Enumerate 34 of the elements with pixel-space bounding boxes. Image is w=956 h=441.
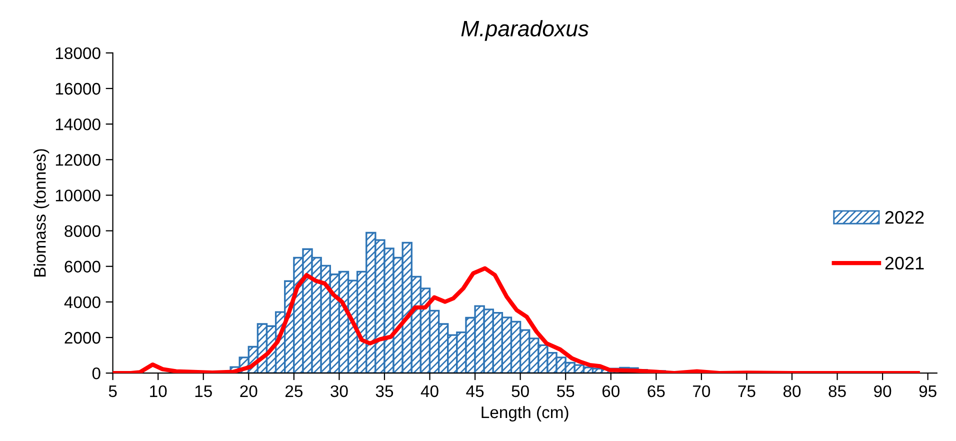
y-tick-label: 10000: [56, 190, 100, 202]
y-tick-label: 16000: [56, 82, 100, 95]
legend-label: 2022: [885, 211, 924, 224]
legend-label: 2021: [885, 256, 924, 270]
x-tick-label: 80: [783, 385, 801, 398]
x-tick-label: 20: [240, 385, 258, 398]
y-axis-title: Biomass (tonnes): [34, 149, 50, 276]
y-tick-label: 4000: [64, 296, 100, 308]
y-tick-label: 2000: [64, 332, 100, 344]
x-tick-label: 50: [512, 385, 529, 398]
y-tick-label: 18000: [56, 47, 100, 60]
x-axis-title: Length (cm): [482, 406, 568, 422]
x-tick-label: 40: [420, 385, 438, 398]
x-tick-label: 15: [195, 386, 212, 398]
y-tick-label: 14000: [56, 118, 100, 130]
x-tick-label: 95: [919, 385, 936, 398]
x-tick-label: 30: [330, 385, 348, 398]
x-tick-label: 35: [376, 385, 394, 398]
y-tick-label: 0: [92, 367, 100, 380]
y-tick-label: 12000: [56, 154, 100, 166]
x-tick-label: 70: [693, 385, 710, 398]
x-tick-label: 85: [828, 385, 846, 398]
y-tick-label: 6000: [64, 260, 100, 273]
y-tick-label: 8000: [64, 225, 100, 237]
x-tick-label: 65: [648, 385, 665, 398]
x-tick-label: 90: [874, 385, 892, 398]
x-tick-label: 5: [108, 386, 117, 398]
x-tick-label: 60: [602, 385, 620, 398]
x-tick-label: 45: [466, 386, 484, 398]
chart-title: M.paradoxus: [461, 20, 589, 41]
x-tick-label: 10: [150, 385, 167, 398]
x-tick-label: 55: [556, 386, 574, 398]
x-tick-label: 75: [738, 386, 756, 398]
x-tick-label: 25: [285, 385, 302, 398]
